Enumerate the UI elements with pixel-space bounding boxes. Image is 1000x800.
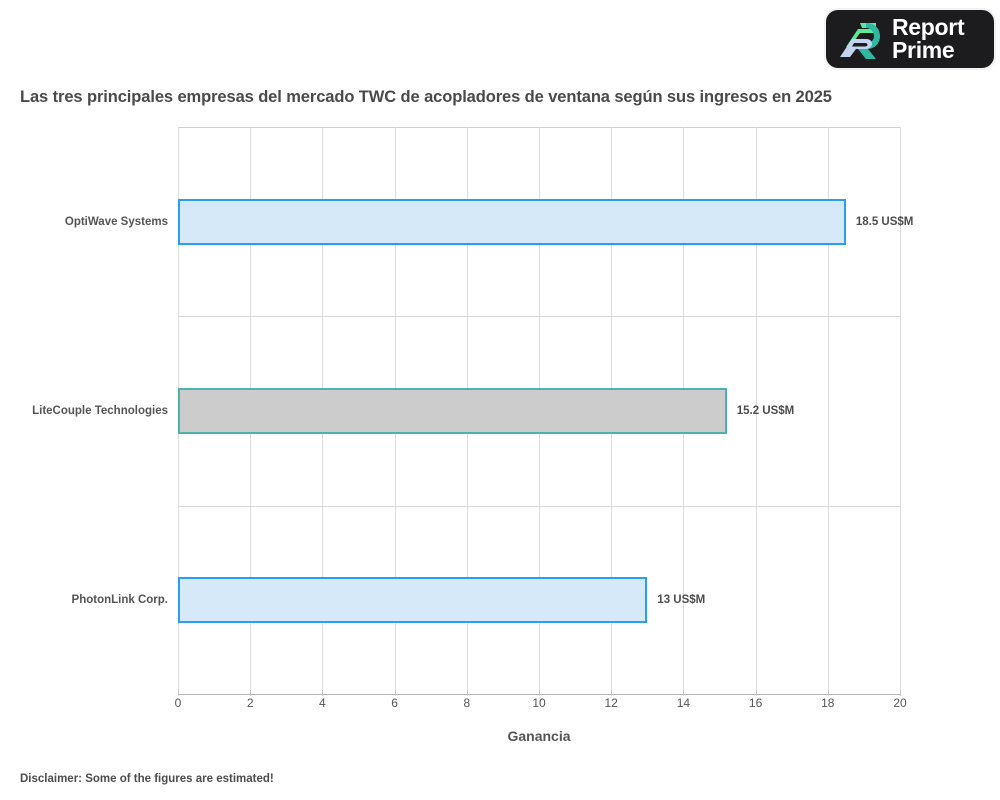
x-axis-tick-label: 12	[604, 696, 618, 710]
y-axis-category-label: LiteCouple Technologies	[32, 405, 168, 417]
x-axis-tick-mark	[250, 690, 252, 696]
x-axis-tick-mark	[178, 690, 179, 696]
x-axis-tick-label: 4	[319, 696, 326, 710]
x-axis-tick-mark	[322, 690, 324, 696]
gridline-vertical	[755, 127, 757, 695]
x-axis-ticks: 0 2 4 6 8 10 12 14 16 18 20	[174, 690, 907, 722]
x-axis-tick-mark	[900, 690, 901, 696]
chart-title: Las tres principales empresas del mercad…	[20, 88, 832, 106]
x-axis-tick-label: 2	[246, 696, 254, 710]
bar-value-label: 18.5 US$M	[855, 215, 914, 228]
report-prime-r-mark-icon	[840, 23, 880, 59]
logo-line-1: Report	[892, 14, 965, 41]
plot-area: 18.5 US$M 15.2 US$M 13 US$M	[178, 127, 913, 695]
x-axis-tick-label: 16	[748, 696, 763, 710]
y-axis-category-label: OptiWave Systems	[64, 215, 168, 228]
bar	[178, 577, 648, 624]
x-axis-tick-mark	[539, 690, 540, 696]
x-axis-tick-label: 14	[676, 696, 691, 710]
logo-line-2: Prime	[892, 37, 955, 63]
x-axis-tick-mark	[611, 690, 613, 696]
report-prime-logo: Report Prime	[824, 8, 996, 70]
gridline-horizontal	[178, 316, 900, 318]
x-axis-tick-label: 6	[391, 696, 398, 710]
bar-value-label: 15.2 US$M	[736, 405, 795, 417]
bar-value-label: 13 US$M	[657, 594, 706, 607]
y-axis-category-label: PhotonLink Corp.	[71, 594, 168, 607]
x-axis-tick-label: 10	[532, 696, 546, 710]
x-axis-tick-label: 0	[174, 696, 182, 710]
x-axis-tick-mark	[755, 690, 757, 696]
x-axis-title: Ganancia	[507, 728, 571, 744]
bar	[178, 388, 727, 434]
gridline-vertical	[827, 127, 829, 695]
gridline-horizontal	[178, 505, 900, 507]
x-axis-tick-mark	[683, 690, 685, 696]
logo-wordmark: Report Prime	[892, 14, 965, 63]
bar	[178, 198, 846, 245]
x-axis-tick-label: 20	[893, 696, 907, 710]
disclaimer-text: Disclaimer: Some of the figures are esti…	[20, 773, 274, 785]
x-axis-tick-mark	[466, 690, 468, 696]
x-axis-tick-label: 8	[463, 696, 471, 710]
x-axis-tick-mark	[394, 690, 396, 696]
gridline-vertical	[900, 127, 901, 695]
x-axis-tick-mark	[827, 690, 829, 696]
x-axis-tick-label: 18	[821, 696, 835, 710]
